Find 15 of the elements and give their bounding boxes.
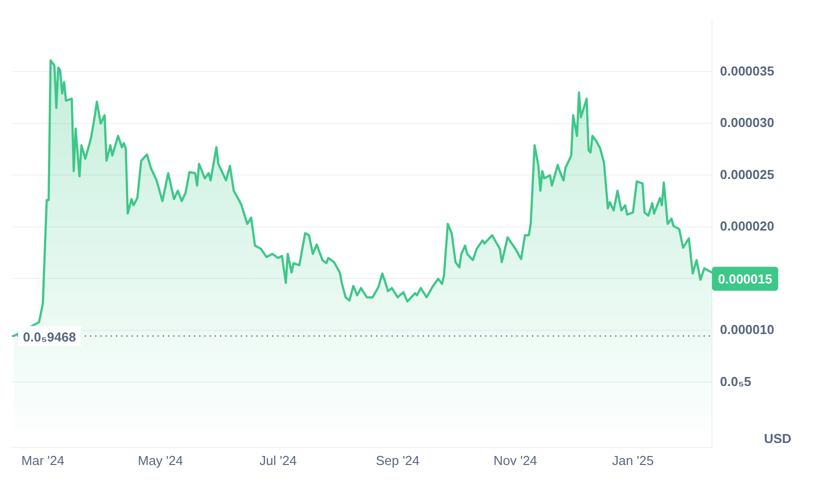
x-tick-label: Sep '24 — [376, 452, 420, 468]
y-tick-label: 0.000030 — [720, 115, 774, 130]
annotation: 0.000015 — [718, 271, 772, 286]
ref-line-label: 0.0₅9468 — [23, 330, 76, 345]
x-tick-label: Nov '24 — [493, 452, 538, 468]
y-axis-title: USD — [764, 430, 792, 446]
y-tick-label: 0.000010 — [720, 322, 774, 338]
y-tick-label: 0.000025 — [720, 166, 774, 182]
y-tick-label: 0.000035 — [720, 63, 774, 78]
x-tick-label: Jan '25 — [612, 452, 654, 468]
x-tick-label: Mar '24 — [21, 452, 64, 468]
x-tick-label: May '24 — [138, 452, 184, 468]
x-tick-label: Jul '24 — [260, 452, 297, 468]
y-tick-label: 0.0₅5 — [720, 374, 752, 389]
y-tick-label: 0.000020 — [720, 218, 774, 234]
